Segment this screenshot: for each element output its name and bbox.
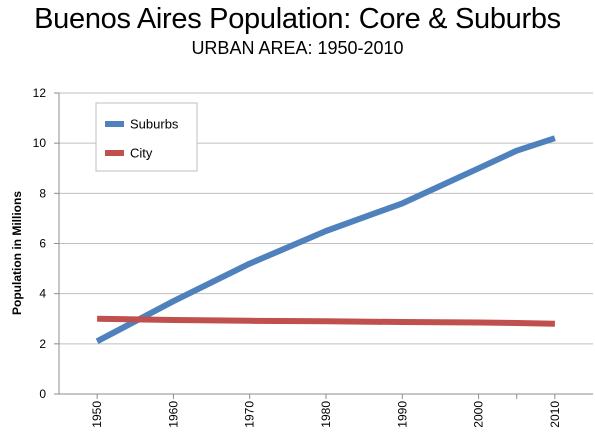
x-tick-label: 2010 (548, 401, 562, 428)
y-tick-label: 8 (39, 186, 46, 200)
series-line-suburbs (95, 135, 556, 344)
legend-label: City (130, 146, 153, 161)
y-tick-label: 6 (39, 237, 46, 251)
x-tick-label: 2000 (472, 401, 486, 428)
y-tick-label: 10 (33, 136, 47, 150)
x-tick-label: 1970 (243, 401, 257, 428)
legend: Suburbs City (95, 102, 198, 172)
x-tick-label: 1980 (319, 401, 333, 428)
series-line-city (97, 315, 555, 327)
x-tick-label: 1990 (395, 401, 409, 428)
y-tick-label: 12 (33, 86, 47, 100)
x-tick-label: 1950 (90, 401, 104, 428)
chart-title: Buenos Aires Population: Core & Suburbs (34, 3, 561, 35)
y-tick-label: 4 (39, 287, 46, 301)
legend-label: Suburbs (130, 117, 179, 132)
chart-subtitle: URBAN AREA: 1950-2010 (191, 38, 404, 58)
x-tick-label: 1960 (166, 401, 180, 428)
y-tick-label: 0 (39, 387, 46, 401)
y-tick-label: 2 (39, 337, 46, 351)
y-axis-label: Population in Millions (10, 191, 24, 315)
